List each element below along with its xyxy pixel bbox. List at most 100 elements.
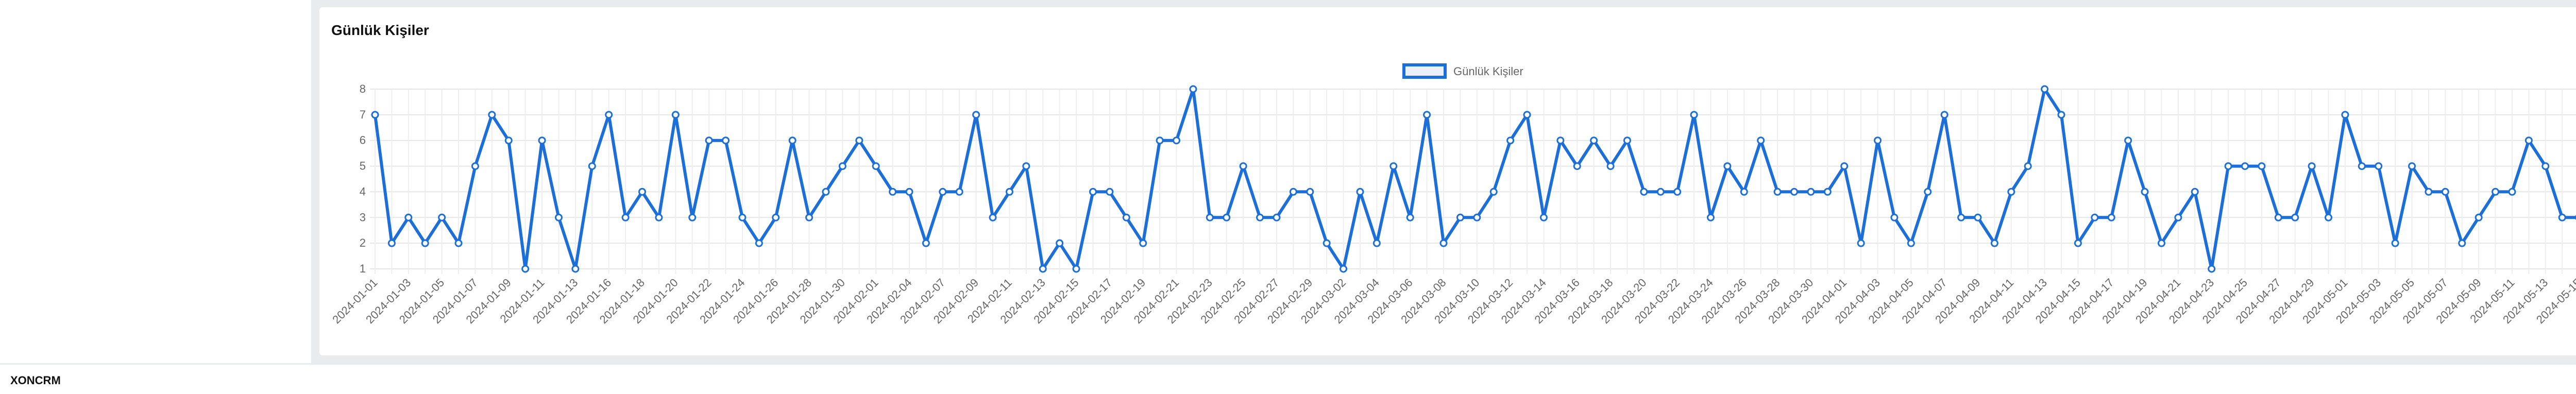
point	[554, 213, 563, 221]
point	[2157, 239, 2165, 247]
point	[2174, 213, 2182, 221]
point	[1389, 162, 1398, 170]
point	[1506, 136, 1515, 145]
point	[989, 213, 997, 221]
point	[889, 187, 897, 196]
point	[872, 162, 880, 170]
point	[1473, 213, 1481, 221]
point	[1990, 239, 1998, 247]
point	[2124, 136, 2132, 145]
point	[471, 162, 479, 170]
point	[371, 111, 379, 119]
point	[738, 213, 747, 221]
point	[939, 187, 947, 196]
point	[638, 187, 646, 196]
point	[922, 239, 930, 247]
point	[1556, 136, 1565, 145]
point	[1022, 162, 1030, 170]
line	[374, 88, 2576, 270]
point	[2224, 162, 2232, 170]
point	[2041, 85, 2049, 93]
point	[1773, 187, 1782, 196]
point	[1423, 111, 1431, 119]
point	[1573, 162, 1581, 170]
point	[671, 111, 680, 119]
point	[2558, 213, 2566, 221]
point	[972, 111, 980, 119]
point	[855, 136, 863, 145]
point	[1340, 265, 1348, 273]
point	[1223, 213, 1231, 221]
point	[1640, 187, 1648, 196]
sidebar	[0, 0, 311, 363]
point	[1239, 162, 1247, 170]
point	[2425, 187, 2433, 196]
point	[2325, 213, 2333, 221]
point	[1523, 111, 1531, 119]
point	[1673, 187, 1682, 196]
y-tick-label: 5	[360, 160, 366, 173]
point	[2024, 162, 2032, 170]
point	[955, 187, 963, 196]
point	[1690, 111, 1698, 119]
point	[1974, 213, 1982, 221]
point	[1924, 187, 1932, 196]
point	[1606, 162, 1615, 170]
y-tick-label: 3	[360, 211, 366, 224]
point	[1623, 136, 1631, 145]
point	[2524, 136, 2533, 145]
point	[1940, 111, 1948, 119]
point	[387, 239, 396, 247]
legend-swatch	[1402, 63, 1447, 79]
point	[2107, 213, 2115, 221]
point	[2091, 213, 2099, 221]
point	[2441, 187, 2449, 196]
point	[2541, 162, 2550, 170]
point	[404, 213, 413, 221]
point	[2492, 187, 2500, 196]
point	[2007, 187, 2015, 196]
point	[588, 162, 596, 170]
point	[822, 187, 830, 196]
point	[1106, 187, 1114, 196]
chart-title: Günlük Kişiler	[331, 22, 429, 38]
point	[2475, 213, 2483, 221]
point	[1256, 213, 1264, 221]
point	[1289, 187, 1297, 196]
point	[2191, 187, 2199, 196]
point	[1807, 187, 1815, 196]
point	[1874, 136, 1882, 145]
point	[1323, 239, 1331, 247]
point	[1139, 239, 1147, 247]
point	[2341, 111, 2349, 119]
chart: Günlük Kişiler 123456782024-01-012024-01…	[330, 22, 2576, 326]
point	[1456, 213, 1464, 221]
point	[2208, 265, 2216, 273]
point	[1907, 239, 1915, 247]
point	[1706, 213, 1715, 221]
point	[2358, 162, 2366, 170]
point	[2408, 162, 2416, 170]
point	[1356, 187, 1364, 196]
point	[1406, 213, 1414, 221]
point	[488, 111, 496, 119]
point	[705, 136, 713, 145]
point	[1372, 239, 1381, 247]
point	[1189, 85, 1197, 93]
point	[1757, 136, 1765, 145]
point	[438, 213, 446, 221]
y-tick-label: 7	[360, 108, 366, 121]
y-tick-label: 2	[360, 236, 366, 249]
brand: XONCRM	[10, 374, 61, 387]
point	[1306, 187, 1314, 196]
point	[1072, 265, 1080, 273]
point	[1056, 239, 1064, 247]
point	[571, 265, 580, 273]
point	[1089, 187, 1097, 196]
point	[2141, 187, 2149, 196]
point	[1039, 265, 1047, 273]
point	[1439, 239, 1448, 247]
point	[755, 239, 763, 247]
point	[1156, 136, 1164, 145]
